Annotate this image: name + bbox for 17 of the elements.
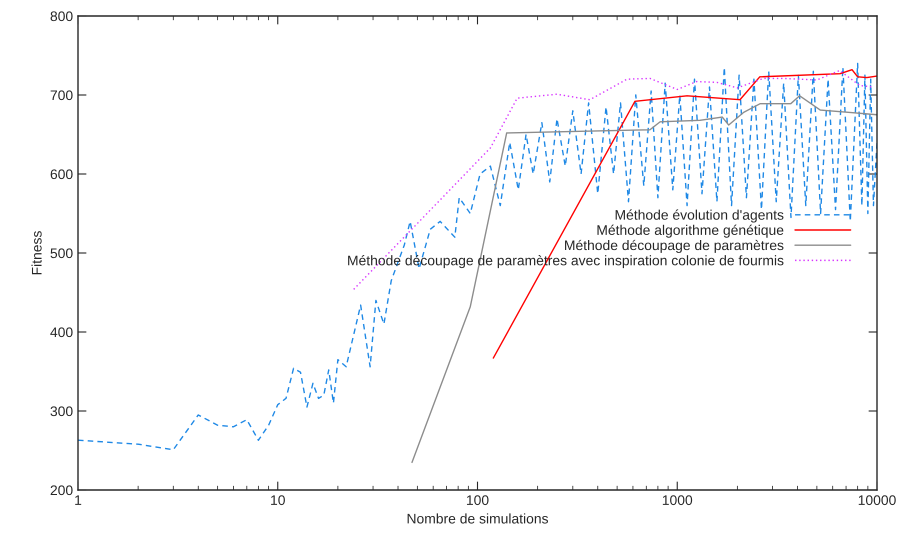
x-axis-title: Nombre de simulations <box>408 513 548 524</box>
y-tick-label: 800 <box>50 11 73 22</box>
x-tick-label: 10 <box>271 495 285 506</box>
legend-label: Méthode algorithme génétique <box>597 224 784 238</box>
x-tick-label: 1000 <box>662 495 692 506</box>
y-tick-label: 600 <box>50 169 73 180</box>
x-tick-label: 1 <box>75 495 82 505</box>
y-tick-label: 700 <box>50 90 73 100</box>
legend-label: Méthode évolution d'agents <box>616 209 784 223</box>
y-tick-label: 500 <box>50 248 73 258</box>
x-tick-label: 10000 <box>858 495 896 506</box>
x-tick-label: 100 <box>466 495 489 506</box>
y-tick-label: 200 <box>50 485 73 496</box>
y-tick-label: 300 <box>50 406 73 416</box>
y-axis-title: Fitness <box>31 231 42 274</box>
y-tick-label: 400 <box>50 327 73 338</box>
legend-label: Méthode découpage de paramètres <box>565 240 784 253</box>
